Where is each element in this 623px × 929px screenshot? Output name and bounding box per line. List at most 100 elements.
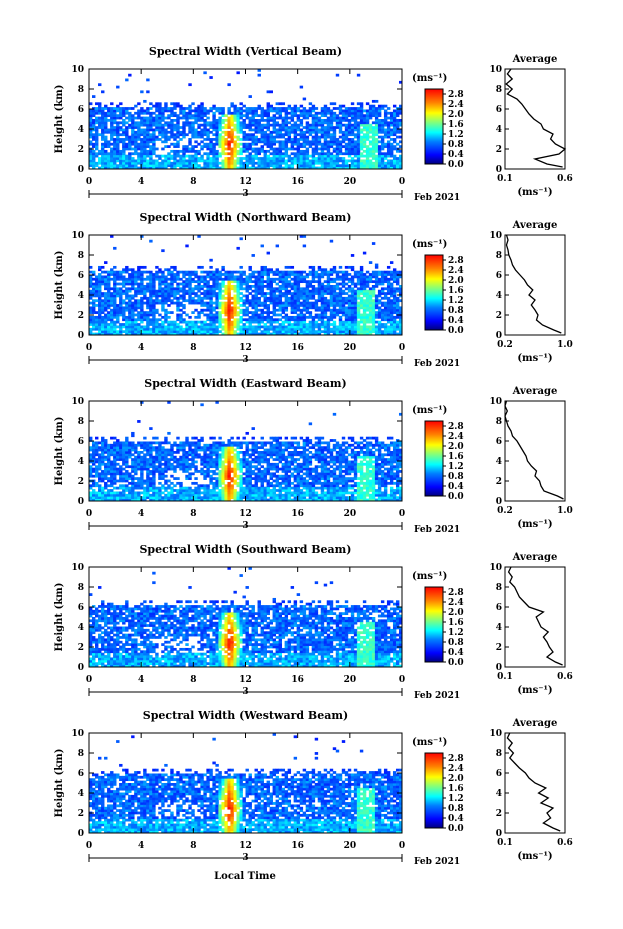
heatmap-cell	[122, 119, 126, 122]
heatmap-cell	[164, 104, 168, 108]
heatmap-cell	[257, 301, 261, 305]
heatmap-cell	[131, 311, 135, 314]
heatmap-cell	[170, 299, 174, 303]
heatmap-cell	[380, 138, 385, 141]
heatmap-cell	[356, 275, 361, 279]
heatmap-cell	[383, 133, 388, 137]
heatmap-cell	[299, 119, 304, 122]
heatmap-cell	[233, 149, 237, 153]
heatmap-cell	[248, 311, 252, 314]
heatmap-cell	[266, 308, 270, 312]
heatmap	[89, 401, 403, 502]
heatmap-cell	[155, 277, 159, 281]
heatmap-cell	[308, 301, 313, 305]
heatmap-cell	[122, 152, 126, 156]
heatmap-cell	[311, 323, 316, 326]
heatmap-cell	[353, 159, 358, 163]
heatmap-cell	[287, 318, 292, 322]
heatmap-cell	[146, 126, 150, 129]
heatmap-cell	[368, 164, 373, 168]
heatmap-cell	[209, 161, 213, 165]
heatmap-cell	[296, 273, 301, 276]
heatmap-cell	[113, 149, 117, 153]
heatmap-cell	[98, 107, 102, 110]
heatmap-cell	[161, 289, 165, 293]
heatmap-cell	[365, 138, 370, 141]
heatmap-cell	[323, 133, 328, 137]
heatmap-cell	[380, 147, 385, 151]
heatmap-cell	[125, 325, 129, 329]
heatmap-cell	[116, 493, 120, 497]
heatmap-cell	[380, 157, 385, 160]
heatmap-cell	[365, 294, 370, 298]
heatmap-cell	[122, 147, 126, 151]
heatmap-cell	[395, 280, 400, 284]
heatmap-cell	[275, 130, 280, 134]
heatmap-cell	[215, 294, 219, 298]
heatmap-cell	[353, 126, 358, 129]
heatmap-cell	[134, 116, 138, 120]
heatmap-cell	[302, 323, 307, 326]
heatmap-cell	[278, 273, 283, 276]
heatmap-cell	[317, 147, 322, 151]
heatmap-cell	[377, 154, 382, 158]
heatmap-cell	[131, 116, 135, 120]
heatmap-cell	[131, 325, 135, 329]
heatmap-cell	[395, 166, 400, 170]
heatmap-cell	[215, 164, 219, 168]
heatmap-cell	[155, 332, 159, 336]
heatmap-cell	[116, 313, 120, 317]
heatmap-cell	[305, 299, 310, 303]
heatmap-cell	[350, 268, 355, 272]
heatmap-cell	[356, 135, 361, 139]
heatmap-cell	[362, 304, 367, 307]
heatmap-cell	[269, 325, 273, 329]
heatmap-cell	[359, 140, 364, 144]
heatmap-cell	[146, 277, 150, 281]
heatmap-cell	[98, 294, 102, 298]
heatmap-cell	[263, 159, 267, 163]
heatmap-cell	[263, 292, 267, 295]
heatmap-cell	[353, 308, 358, 312]
heatmap-cell	[89, 496, 93, 500]
heatmap-cell	[89, 455, 93, 459]
heatmap-cell	[209, 320, 213, 324]
heatmap-cell	[152, 152, 156, 156]
heatmap-cell	[227, 140, 231, 144]
heatmap-cell	[329, 294, 334, 298]
heatmap-cell	[269, 315, 273, 319]
heatmap-cell	[383, 330, 388, 334]
heatmap-cell	[278, 123, 283, 127]
heatmap-cell	[215, 311, 219, 314]
heatmap-cell	[128, 277, 132, 281]
heatmap-cell	[323, 128, 328, 132]
heatmap-cell	[278, 275, 283, 279]
heatmap-cell	[197, 149, 201, 153]
heatmap-cell	[215, 301, 219, 305]
heatmap-cell	[275, 154, 280, 158]
heatmap-cell	[185, 280, 189, 284]
heatmap-cell	[113, 154, 117, 158]
heatmap-cell	[149, 239, 153, 243]
heatmap-cell	[386, 164, 391, 168]
heatmap-cell	[311, 114, 316, 118]
heatmap-cell	[209, 157, 213, 160]
heatmap-cell	[167, 161, 171, 165]
heatmap-cell	[239, 109, 243, 113]
heatmap-cell	[329, 142, 334, 146]
heatmap-cell	[101, 294, 105, 298]
heatmap-cell	[89, 448, 93, 452]
heatmap-cell	[149, 313, 153, 317]
heatmap-cell	[134, 323, 138, 326]
heatmap-cell	[134, 140, 138, 144]
heatmap-cell	[176, 273, 180, 276]
heatmap-cell	[365, 133, 370, 137]
heatmap-cell	[284, 265, 289, 269]
heatmap-cell	[158, 128, 162, 132]
heatmap-cell	[104, 313, 108, 317]
heatmap-cell	[302, 325, 307, 329]
heatmap-cell	[332, 265, 337, 269]
heatmap-cell	[254, 289, 258, 293]
heatmap-cell	[206, 296, 210, 300]
heatmap-cell	[149, 289, 153, 293]
